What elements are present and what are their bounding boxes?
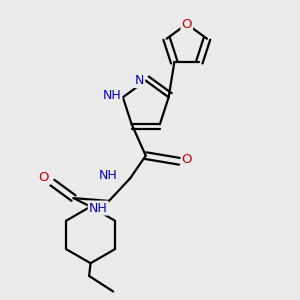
Text: N: N — [135, 74, 144, 87]
Text: NH: NH — [99, 169, 117, 182]
Text: NH: NH — [103, 89, 122, 102]
Text: O: O — [182, 17, 192, 31]
Text: NH: NH — [89, 202, 107, 214]
Text: O: O — [39, 171, 49, 184]
Text: O: O — [182, 153, 192, 167]
